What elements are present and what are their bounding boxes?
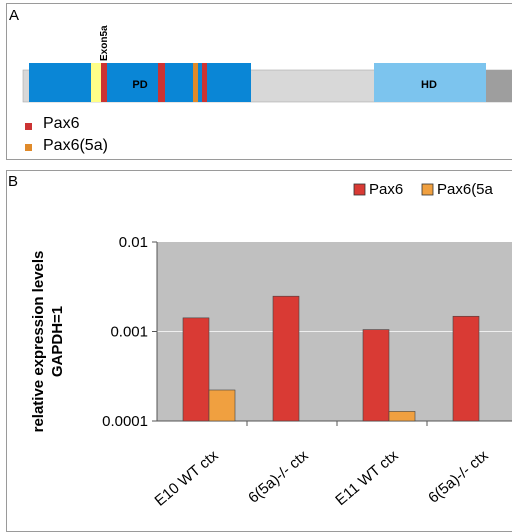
y-tick-label: 0.0001	[102, 413, 148, 430]
bar-pax6	[182, 317, 210, 422]
homeodomain	[374, 63, 486, 102]
legend-swatch-pax6	[25, 123, 32, 130]
exon5a-label: Exon5a	[99, 25, 110, 61]
legend-label: Pax6	[369, 181, 403, 198]
y-axis-title-line: GAPDH=1	[49, 306, 66, 377]
pax6-marker	[202, 63, 207, 102]
bar-pax6	[272, 295, 300, 422]
x-category-label: 6(5a)-/- ctx	[425, 447, 492, 507]
x-category-label: E10 WT ctx	[151, 447, 221, 510]
pax6-marker	[101, 63, 107, 102]
bar-pax6	[452, 315, 480, 422]
legend-swatch-pax6-5a	[25, 144, 32, 151]
legend-label-pax6-5a: Pax6(5a)	[43, 137, 108, 154]
hd-label: HD	[421, 79, 437, 91]
panel-b: B 0.01 0.001 0.0001 relative expression lev…	[6, 170, 512, 532]
panel-a-letter: A	[9, 7, 20, 24]
panel-a: A PD HD Exon5a Pax6 Pax6(5a)	[6, 3, 512, 160]
y-tick-label: 0.01	[119, 234, 148, 251]
legend-swatch	[421, 183, 434, 196]
legend-swatch	[353, 183, 366, 196]
legend-label-pax6: Pax6	[43, 115, 80, 132]
x-category-label: 6(5a)-/- ctx	[245, 447, 312, 507]
paired-domain	[29, 63, 251, 102]
pax6-marker	[158, 63, 165, 102]
pax6-5a-marker	[193, 63, 198, 102]
bar-pax6-5a	[388, 411, 416, 422]
exon5a-segment	[91, 63, 101, 102]
x-category-label: E11 WT ctx	[332, 447, 402, 509]
legend-label: Pax6(5a	[437, 181, 494, 198]
bar-pax6-5a	[208, 389, 236, 422]
c-terminal-tail	[486, 70, 512, 102]
expression-bar-chart: 0.01 0.001 0.0001 relative expression level…	[30, 181, 512, 510]
y-axis-title-line: relative expression levels	[30, 251, 47, 433]
bar-pax6	[362, 329, 390, 422]
panel-b-letter: B	[8, 173, 19, 190]
y-tick-label: 0.001	[110, 324, 148, 341]
protein-diagram: PD HD Exon5a	[22, 25, 512, 103]
pd-label: PD	[132, 79, 147, 91]
